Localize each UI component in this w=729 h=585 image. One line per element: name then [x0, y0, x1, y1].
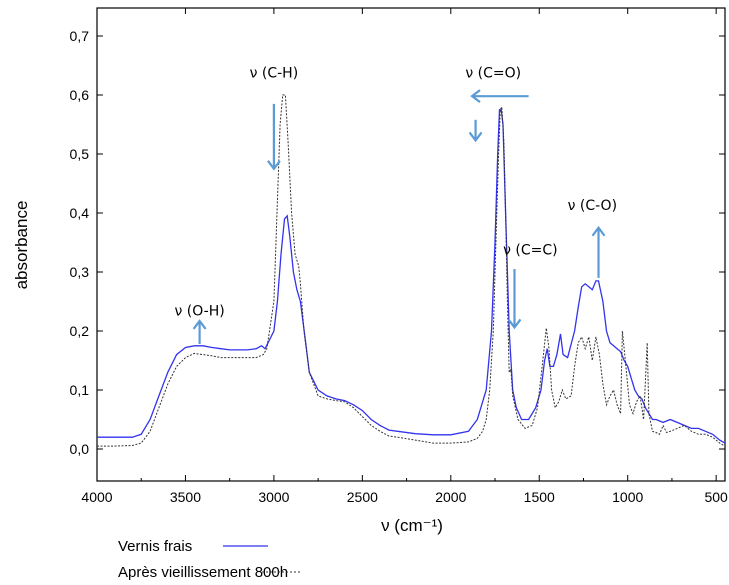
annotation-arrow-head	[507, 318, 522, 330]
annotation-arrow-head	[192, 319, 207, 330]
legend: Vernis frais Après vieillissement 800h	[118, 538, 300, 581]
annotation-label: ν (C-O)	[568, 198, 617, 214]
y-tick-label: 0,7	[70, 28, 90, 44]
annotation-label: ν (C-H)	[250, 65, 299, 81]
x-tick-label: 4000	[81, 489, 112, 505]
axis-ticks: 4000 3500 3000 2500 2000 1500 1000 500 0,0 0,1 0,2…	[70, 8, 728, 505]
y-axis-label: absorbance	[12, 201, 31, 290]
series-line-vernis-frais	[97, 109, 726, 444]
annotation-label: ν (C=O)	[465, 65, 521, 81]
annotation-arrow-head	[591, 225, 606, 237]
annotation-label: ν (O-H)	[175, 304, 225, 320]
annotation-label: ν (C=C)	[503, 242, 557, 258]
x-tick-label: 2500	[347, 489, 378, 505]
x-tick-label: 3500	[170, 489, 201, 505]
y-tick-label: 0,5	[70, 146, 90, 162]
x-tick-label: 3000	[258, 489, 289, 505]
annotation-arrow-head	[267, 160, 281, 171]
y-tick-label: 0,4	[70, 205, 90, 221]
legend-label-apres-vieillissement: Après vieillissement 800h	[118, 564, 288, 581]
y-tick-label: 0,2	[70, 323, 90, 339]
annotation-arrow-secondary-head	[468, 131, 483, 143]
series-line-apres-vieillissement	[97, 94, 726, 447]
plot-frame	[96, 7, 726, 482]
series-layer	[97, 94, 726, 447]
x-tick-label: 1500	[524, 489, 555, 505]
y-tick-label: 0,1	[70, 382, 90, 398]
y-tick-label: 0,3	[70, 264, 90, 280]
x-tick-label: 500	[704, 489, 728, 505]
legend-label-vernis-frais: Vernis frais	[118, 538, 192, 555]
x-axis-label: ν (cm⁻¹)	[381, 516, 443, 535]
y-tick-label: 0,6	[70, 87, 90, 103]
x-tick-label: 2000	[435, 489, 466, 505]
annotation-arrow-head	[470, 89, 481, 104]
y-tick-label: 0,0	[70, 441, 90, 457]
x-tick-label: 1000	[612, 489, 643, 505]
annotation-layer: ν (O-H) ν (C-H) ν (C=O) ν (C=C) ν (C-O)	[175, 65, 617, 344]
